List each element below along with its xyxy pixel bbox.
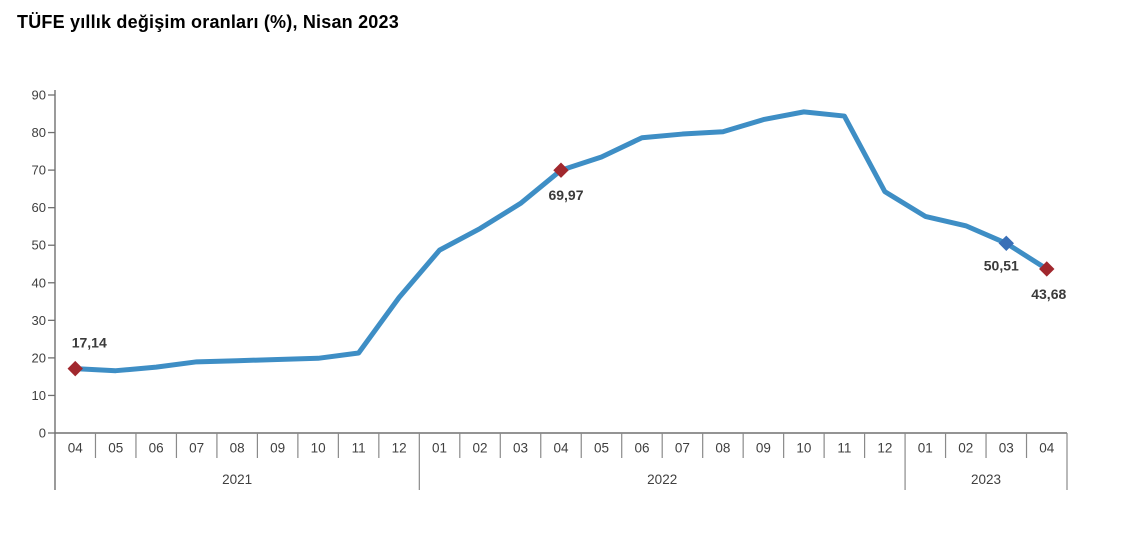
data-marker [1039,261,1055,277]
month-label: 12 [392,441,407,456]
month-label: 05 [108,441,123,456]
month-label: 08 [230,441,245,456]
month-label: 06 [634,441,649,456]
y-axis-label: 30 [32,313,46,328]
y-axis-label: 10 [32,388,46,403]
data-label: 43,68 [1031,286,1066,302]
y-axis-label: 70 [32,163,46,178]
month-label: 07 [675,441,690,456]
data-label: 69,97 [548,187,583,203]
y-axis-label: 60 [32,200,46,215]
month-label: 01 [918,441,933,456]
month-label: 02 [473,441,488,456]
chart-title: TÜFE yıllık değişim oranları (%), Nisan … [17,12,399,32]
month-label: 04 [553,441,569,456]
month-label: 04 [68,441,84,456]
year-label: 2022 [647,472,677,487]
series-line [72,109,1050,374]
month-label: 01 [432,441,447,456]
month-label: 11 [837,441,851,456]
data-marker [553,162,569,178]
month-label: 05 [594,441,609,456]
month-label: 08 [715,441,730,456]
y-axis-label: 20 [32,350,46,365]
y-axis-label: 80 [32,125,46,140]
year-label: 2021 [222,472,252,487]
y-axis-label: 90 [32,88,46,103]
y-axis-label: 50 [32,238,46,253]
month-label: 10 [796,441,811,456]
month-label: 02 [958,441,973,456]
month-label: 07 [189,441,204,456]
year-label: 2023 [971,472,1001,487]
month-label: 10 [311,441,326,456]
month-label: 09 [270,441,285,456]
month-label: 03 [513,441,528,456]
data-label: 17,14 [72,335,107,351]
month-label: 12 [877,441,892,456]
y-axis-label: 40 [32,275,46,290]
data-label: 50,51 [984,257,1019,273]
month-label: 11 [352,441,366,456]
data-marker [998,235,1014,252]
month-label: 03 [999,441,1014,456]
data-marker [67,360,83,377]
month-label: 09 [756,441,771,456]
month-label: 06 [149,441,164,456]
y-axis-label: 0 [39,426,46,441]
month-label: 04 [1039,441,1055,456]
